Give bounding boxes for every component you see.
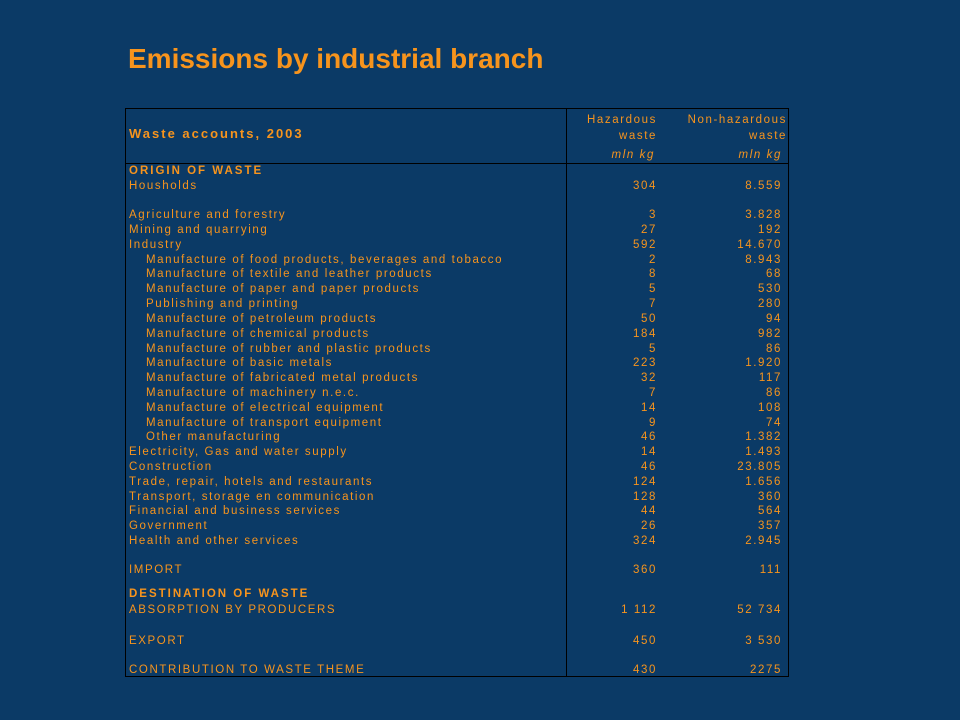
non-hazardous-value: 530 (758, 283, 782, 295)
non-hazardous-value: 280 (758, 298, 782, 310)
hazardous-value: 184 (633, 328, 657, 340)
row-label: ABSORPTION BY PRODUCERS (129, 604, 337, 616)
column-divider (566, 108, 567, 677)
hazardous-value: 2 (649, 254, 657, 266)
hazardous-value: 223 (633, 357, 657, 369)
hazardous-unit: mln kg (611, 149, 655, 161)
hazardous-value: 5 (649, 343, 657, 355)
row-label: Health and other services (129, 535, 300, 547)
row-label: Electricity, Gas and water supply (129, 446, 348, 458)
hazardous-header-line2: waste (618, 130, 657, 142)
row-label: Manufacture of transport equipment (146, 417, 383, 429)
row-label: Other manufacturing (146, 431, 282, 443)
hazardous-value: 14 (641, 446, 657, 458)
table-caption: Waste accounts, 2003 (129, 126, 304, 141)
hazardous-value: 27 (641, 224, 657, 236)
hazardous-value: 430 (633, 664, 657, 676)
non-hazardous-value: 2.945 (745, 535, 782, 547)
row-label: Manufacture of rubber and plastic produc… (146, 343, 432, 355)
hazardous-value: 9 (649, 417, 657, 429)
non-hazardous-value: 1.920 (745, 357, 782, 369)
non-hazardous-value: 1.656 (745, 476, 782, 488)
hazardous-value: 304 (633, 180, 657, 192)
non-hazardous-value: 3 530 (745, 635, 782, 647)
non-hazardous-value: 564 (758, 505, 782, 517)
section-destination-of-waste: DESTINATION OF WASTE (129, 588, 310, 600)
row-label: Industry (129, 239, 183, 251)
non-hazardous-value: 52 734 (737, 604, 782, 616)
row-label: Government (129, 520, 209, 532)
hazardous-value: 50 (641, 313, 657, 325)
row-label: CONTRIBUTION TO WASTE THEME (129, 664, 366, 676)
hazardous-value: 5 (649, 283, 657, 295)
non-hazardous-value: 94 (766, 313, 782, 325)
row-label: Manufacture of fabricated metal products (146, 372, 420, 384)
row-label: Agriculture and forestry (129, 209, 287, 221)
non-hazardous-value: 357 (758, 520, 782, 532)
row-label: Trade, repair, hotels and restaurants (129, 476, 374, 488)
row-label: Manufacture of chemical products (146, 328, 370, 340)
row-label: IMPORT (129, 564, 184, 576)
row-label: EXPORT (129, 635, 186, 647)
hazardous-value: 26 (641, 520, 657, 532)
non-hazardous-value: 2275 (750, 664, 782, 676)
non-hazardous-header-line2: waste (748, 130, 787, 142)
row-label: Housholds (129, 180, 198, 192)
non-hazardous-value: 86 (766, 387, 782, 399)
non-hazardous-value: 8.559 (745, 180, 782, 192)
hazardous-header-line1: Hazardous (586, 114, 657, 126)
hazardous-value: 14 (641, 402, 657, 414)
header-divider (125, 163, 789, 164)
non-hazardous-value: 117 (758, 372, 782, 384)
non-hazardous-value: 68 (766, 268, 782, 280)
hazardous-value: 450 (633, 635, 657, 647)
non-hazardous-value: 111 (759, 564, 782, 576)
hazardous-value: 360 (633, 564, 657, 576)
hazardous-value: 324 (633, 535, 657, 547)
row-label: Mining and quarrying (129, 224, 269, 236)
non-hazardous-value: 982 (758, 328, 782, 340)
hazardous-value: 44 (641, 505, 657, 517)
row-label: Manufacture of paper and paper products (146, 283, 421, 295)
non-hazardous-unit: mln kg (738, 149, 782, 161)
row-label: Construction (129, 461, 213, 473)
non-hazardous-value: 1.493 (745, 446, 782, 458)
non-hazardous-value: 108 (758, 402, 782, 414)
row-label: Manufacture of textile and leather produ… (146, 268, 433, 280)
section-origin-of-waste: ORIGIN OF WASTE (129, 165, 264, 177)
non-hazardous-header-line1: Non-hazardous (687, 114, 787, 126)
row-label: Manufacture of food products, beverages … (146, 254, 504, 266)
hazardous-value: 8 (649, 268, 657, 280)
non-hazardous-value: 23.805 (737, 461, 782, 473)
non-hazardous-value: 8.943 (745, 254, 782, 266)
row-label: Manufacture of basic metals (146, 357, 334, 369)
non-hazardous-value: 192 (758, 224, 782, 236)
row-label: Transport, storage en communication (129, 491, 376, 503)
row-label: Manufacture of petroleum products (146, 313, 378, 325)
hazardous-value: 7 (649, 387, 657, 399)
page-title: Emissions by industrial branch (128, 43, 544, 74)
hazardous-value: 7 (649, 298, 657, 310)
hazardous-value: 3 (649, 209, 657, 221)
row-label: Manufacture of electrical equipment (146, 402, 385, 414)
non-hazardous-value: 86 (766, 343, 782, 355)
row-label: Publishing and printing (146, 298, 300, 310)
waste-table (125, 108, 789, 677)
hazardous-value: 128 (633, 491, 657, 503)
hazardous-value: 1 112 (621, 604, 657, 616)
non-hazardous-value: 360 (758, 491, 782, 503)
hazardous-value: 124 (633, 476, 657, 488)
row-label: Financial and business services (129, 505, 341, 517)
hazardous-value: 46 (641, 431, 657, 443)
non-hazardous-value: 74 (766, 417, 782, 429)
non-hazardous-value: 1.382 (745, 431, 782, 443)
hazardous-value: 46 (641, 461, 657, 473)
hazardous-value: 592 (633, 239, 657, 251)
non-hazardous-value: 3.828 (745, 209, 782, 221)
hazardous-value: 32 (641, 372, 657, 384)
row-label: Manufacture of machinery n.e.c. (146, 387, 360, 399)
non-hazardous-value: 14.670 (737, 239, 782, 251)
